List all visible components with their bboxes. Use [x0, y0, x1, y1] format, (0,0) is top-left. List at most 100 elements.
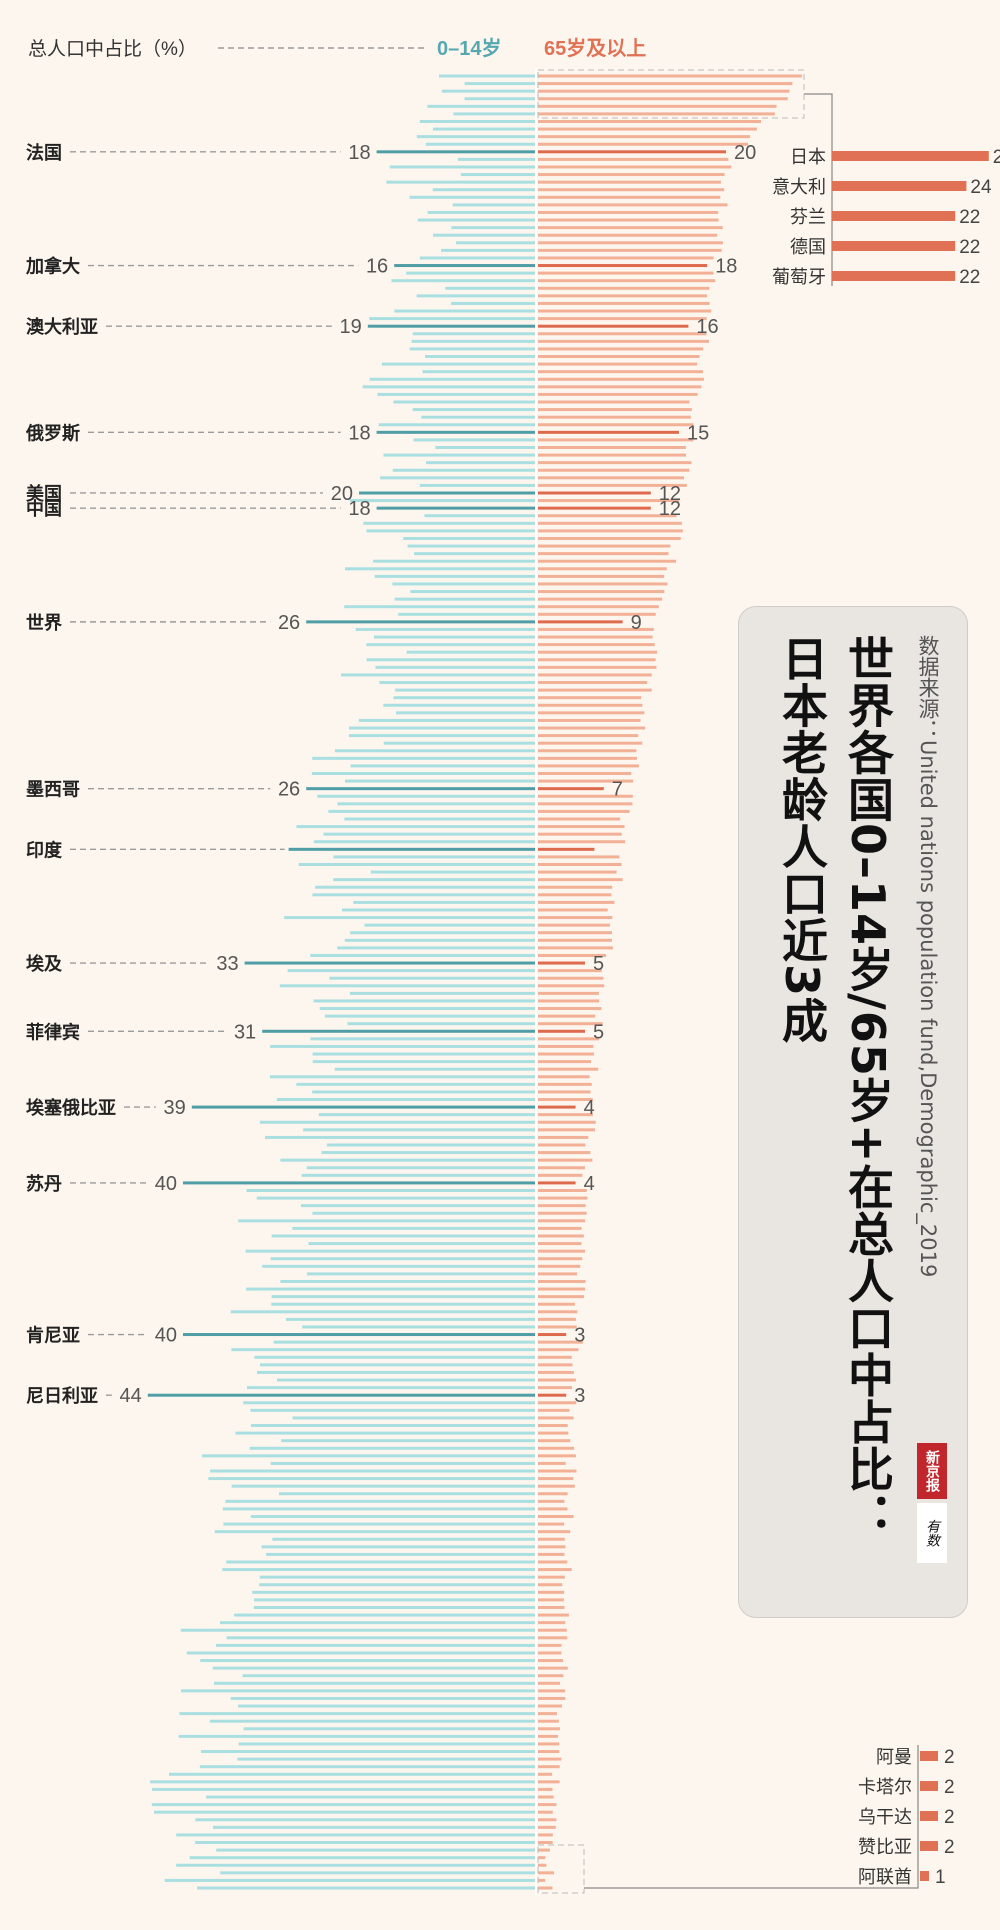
bar-old [538, 1605, 565, 1609]
bar-young [433, 233, 535, 237]
bar-young [349, 499, 535, 503]
bar-old [538, 1878, 546, 1882]
bar-old [538, 347, 704, 351]
bar-young [344, 938, 535, 942]
bar-young [362, 385, 535, 389]
young-value-label: 20 [331, 483, 353, 505]
bar-young [391, 279, 535, 283]
bar-young [452, 203, 535, 207]
bar-young [311, 772, 535, 776]
bar-young [179, 1712, 536, 1716]
bar-old [538, 862, 622, 866]
bar-young [426, 461, 535, 465]
bar-old [538, 802, 633, 806]
bar-old-highlight [538, 150, 726, 154]
bar-young [308, 1242, 535, 1246]
bar-old [538, 438, 694, 442]
top5-country: 葡萄牙 [772, 267, 826, 287]
bar-old [538, 1833, 553, 1837]
bar-old [538, 461, 692, 465]
bar-young [200, 1659, 535, 1663]
unit-label: 总人口中占比（%） [28, 38, 197, 60]
bar-young [424, 514, 535, 518]
bar-old [538, 1712, 557, 1716]
bar-old [538, 1560, 568, 1564]
old-value-label: 3 [574, 1385, 585, 1407]
bar-old [538, 1446, 575, 1450]
top5-country: 日本 [790, 147, 826, 167]
bar-old [538, 135, 751, 139]
bar-young [350, 764, 535, 768]
bar-old [538, 711, 645, 715]
bar-old [538, 104, 777, 108]
bar-old [538, 1651, 562, 1655]
bar-old [538, 1401, 577, 1405]
bar-old-highlight [538, 961, 585, 965]
bar-young [238, 1219, 536, 1223]
bar-young-highlight [376, 150, 535, 154]
bar-old [538, 1568, 572, 1572]
bar-young [246, 1287, 535, 1291]
bar-young [276, 1098, 535, 1102]
bar-young [259, 1363, 535, 1367]
bottom5-country: 卡塔尔 [858, 1777, 912, 1797]
bar-young [254, 1598, 535, 1602]
old-value-label: 9 [631, 612, 642, 634]
bar-old [538, 878, 623, 882]
bar-young [296, 825, 535, 829]
bar-young [271, 1302, 535, 1306]
bar-old [538, 1461, 566, 1465]
top5-connector [804, 93, 833, 286]
bar-old [538, 1234, 584, 1238]
bar-old [538, 97, 788, 101]
bar-young [254, 1355, 535, 1359]
bar-young [287, 969, 535, 973]
bar-young [425, 142, 535, 146]
bar-old [538, 370, 703, 374]
bar-old [538, 1052, 594, 1056]
top5-country: 芬兰 [790, 207, 826, 227]
old-value-label: 5 [593, 953, 604, 975]
bar-young [312, 756, 535, 760]
bottom5-country: 赞比亚 [858, 1837, 912, 1857]
country-label: 尼日利亚 [26, 1385, 98, 1406]
bar-young [213, 1681, 536, 1685]
top5-bar [832, 271, 956, 281]
bar-young [377, 392, 535, 396]
bar-old [538, 355, 700, 359]
bar-young [195, 1841, 535, 1845]
logo-youshu: 有数 [917, 1503, 947, 1563]
bar-old [538, 544, 671, 548]
bar-old [538, 1317, 576, 1321]
bar-young [303, 1128, 535, 1132]
bar-young [366, 529, 535, 533]
bar-old [538, 476, 684, 480]
bar-young [394, 309, 535, 313]
bar-young [358, 718, 535, 722]
top5-value: 24 [970, 177, 992, 198]
bar-young [312, 1060, 535, 1064]
bar-young [298, 862, 535, 866]
bar-old [538, 1135, 589, 1139]
bar-young [393, 400, 535, 404]
bar-young [457, 157, 535, 161]
young-value-label: 16 [366, 256, 388, 278]
country-label: 中国 [26, 498, 62, 519]
bar-old [538, 1287, 586, 1291]
bar-old [538, 180, 721, 184]
bar-young [164, 1878, 536, 1882]
bar-young [189, 1856, 535, 1860]
bar-old [538, 173, 725, 177]
bar-young [296, 1082, 535, 1086]
bar-young [406, 650, 535, 654]
bar-old [538, 339, 709, 343]
bar-young [374, 635, 535, 639]
bar-old-highlight [538, 491, 651, 495]
bar-young [364, 923, 535, 927]
bar-young [369, 377, 535, 381]
bar-old [538, 408, 692, 412]
bar-young [250, 1515, 535, 1519]
bar-young [264, 1135, 535, 1139]
bar-young [427, 210, 535, 214]
bar-old [538, 832, 622, 836]
